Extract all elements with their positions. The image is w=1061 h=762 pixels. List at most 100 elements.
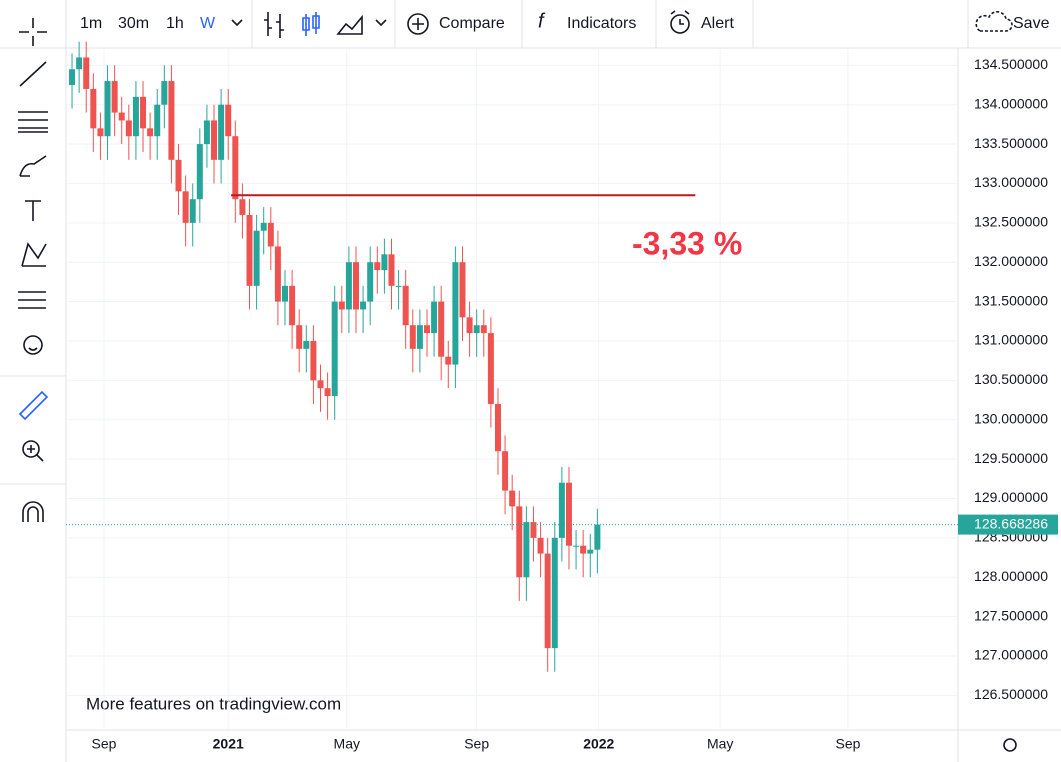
interval-button[interactable]: W bbox=[200, 15, 216, 32]
candle-body bbox=[480, 325, 487, 334]
text-tool[interactable] bbox=[25, 200, 41, 221]
settings-icon[interactable] bbox=[1003, 738, 1017, 752]
candle-body bbox=[161, 81, 168, 105]
y-tick-label: 130.500000 bbox=[974, 371, 1048, 387]
candle-body bbox=[246, 214, 253, 286]
compare-icon[interactable] bbox=[407, 13, 429, 35]
candle-body bbox=[289, 285, 296, 326]
y-tick-label: 127.000000 bbox=[974, 647, 1048, 663]
bars-icon[interactable] bbox=[264, 12, 284, 38]
candle-body bbox=[551, 537, 558, 649]
candle-body bbox=[558, 482, 565, 538]
candle-body bbox=[395, 285, 402, 287]
x-tick-label: Sep bbox=[836, 736, 861, 752]
interval-button[interactable]: 1h bbox=[166, 15, 184, 32]
indicators-button[interactable]: Indicators bbox=[567, 15, 636, 32]
y-tick-label: 132.000000 bbox=[974, 253, 1048, 269]
fib-tool[interactable] bbox=[18, 111, 48, 133]
candle-body bbox=[324, 388, 331, 397]
candle-body bbox=[196, 144, 203, 200]
candle-body bbox=[374, 262, 381, 271]
candle-body bbox=[104, 81, 111, 137]
candle-body bbox=[509, 490, 516, 507]
candle-body bbox=[530, 522, 537, 538]
y-tick-label: 134.000000 bbox=[974, 95, 1048, 111]
compare-button[interactable]: Compare bbox=[439, 15, 505, 32]
candle-body bbox=[76, 57, 83, 70]
candle-body bbox=[594, 524, 601, 550]
candle-body bbox=[140, 96, 147, 129]
candle-body bbox=[118, 112, 125, 121]
candle-body bbox=[345, 262, 352, 310]
candle-body bbox=[303, 340, 310, 349]
candle-body bbox=[317, 380, 324, 389]
magnet-tool[interactable] bbox=[22, 501, 44, 522]
candle-body bbox=[360, 301, 367, 310]
candle-body bbox=[523, 522, 530, 578]
interval-dropdown[interactable] bbox=[231, 19, 243, 27]
save-button[interactable]: Save bbox=[1013, 15, 1050, 32]
y-tick-label: 129.500000 bbox=[974, 450, 1048, 466]
candle-body bbox=[487, 333, 494, 404]
candle-body bbox=[459, 262, 466, 318]
y-tick-label: 130.000000 bbox=[974, 410, 1048, 426]
last-price-tag bbox=[958, 514, 1058, 535]
annotation: -3,33 % bbox=[632, 225, 742, 261]
y-tick-label: 127.500000 bbox=[974, 607, 1048, 623]
y-tick-label: 126.500000 bbox=[974, 686, 1048, 702]
alert-icon[interactable] bbox=[670, 10, 690, 25]
indicators-icon[interactable]: f bbox=[538, 10, 546, 32]
candle-body bbox=[211, 120, 218, 160]
y-tick-label: 129.000000 bbox=[974, 489, 1048, 505]
candle-body bbox=[544, 553, 551, 649]
candle-body bbox=[69, 69, 76, 86]
candle-body bbox=[232, 136, 239, 200]
compare-icon[interactable] bbox=[412, 18, 424, 30]
crosshair-tool[interactable] bbox=[19, 18, 47, 46]
forecast-tool[interactable] bbox=[18, 291, 46, 309]
alert-icon[interactable] bbox=[670, 14, 690, 34]
interval-button[interactable]: 30m bbox=[118, 15, 149, 32]
candle-body bbox=[516, 506, 523, 578]
interval-button[interactable]: 1m bbox=[80, 15, 102, 32]
candle-body bbox=[352, 262, 359, 310]
zoom-tool[interactable] bbox=[27, 445, 44, 462]
candle-body bbox=[83, 57, 90, 89]
candle-body bbox=[239, 199, 246, 215]
plot: -3,33 % bbox=[66, 41, 958, 730]
watermark: More features on tradingview.com bbox=[86, 694, 341, 713]
emoji-tool[interactable] bbox=[28, 347, 38, 351]
zoom-tool[interactable] bbox=[22, 440, 40, 458]
y-tick-label: 133.000000 bbox=[974, 174, 1048, 190]
pattern-tool[interactable] bbox=[21, 242, 47, 267]
measure-tool[interactable] bbox=[18, 390, 49, 421]
candle-body bbox=[282, 285, 289, 302]
candle-body bbox=[537, 537, 544, 554]
save-icon[interactable] bbox=[975, 11, 1013, 32]
brush-tool[interactable] bbox=[19, 155, 47, 177]
candle-body bbox=[580, 545, 587, 554]
y-tick-label: 131.500000 bbox=[974, 292, 1048, 308]
x-tick-label: Sep bbox=[464, 736, 489, 752]
candle-body bbox=[466, 317, 473, 334]
candle-body bbox=[154, 104, 161, 137]
chart-type-dropdown[interactable] bbox=[375, 19, 387, 27]
area-icon[interactable] bbox=[336, 14, 363, 35]
x-tick-label: May bbox=[707, 736, 733, 752]
y-tick-label: 128.000000 bbox=[974, 568, 1048, 584]
emoji-tool[interactable] bbox=[23, 335, 43, 355]
x-tick-label: May bbox=[334, 736, 360, 752]
candle-body bbox=[267, 222, 274, 247]
candle-body bbox=[97, 128, 104, 137]
candle-body bbox=[182, 191, 189, 223]
candle-body bbox=[225, 104, 232, 137]
candle-body bbox=[409, 325, 416, 349]
candle-body bbox=[388, 254, 395, 286]
candles-icon[interactable] bbox=[302, 12, 320, 36]
alert-button[interactable]: Alert bbox=[701, 15, 734, 32]
candle-body bbox=[587, 549, 594, 554]
trendline-tool[interactable] bbox=[19, 61, 47, 87]
candle-body bbox=[452, 262, 459, 365]
x-tick-label: Sep bbox=[92, 736, 117, 752]
